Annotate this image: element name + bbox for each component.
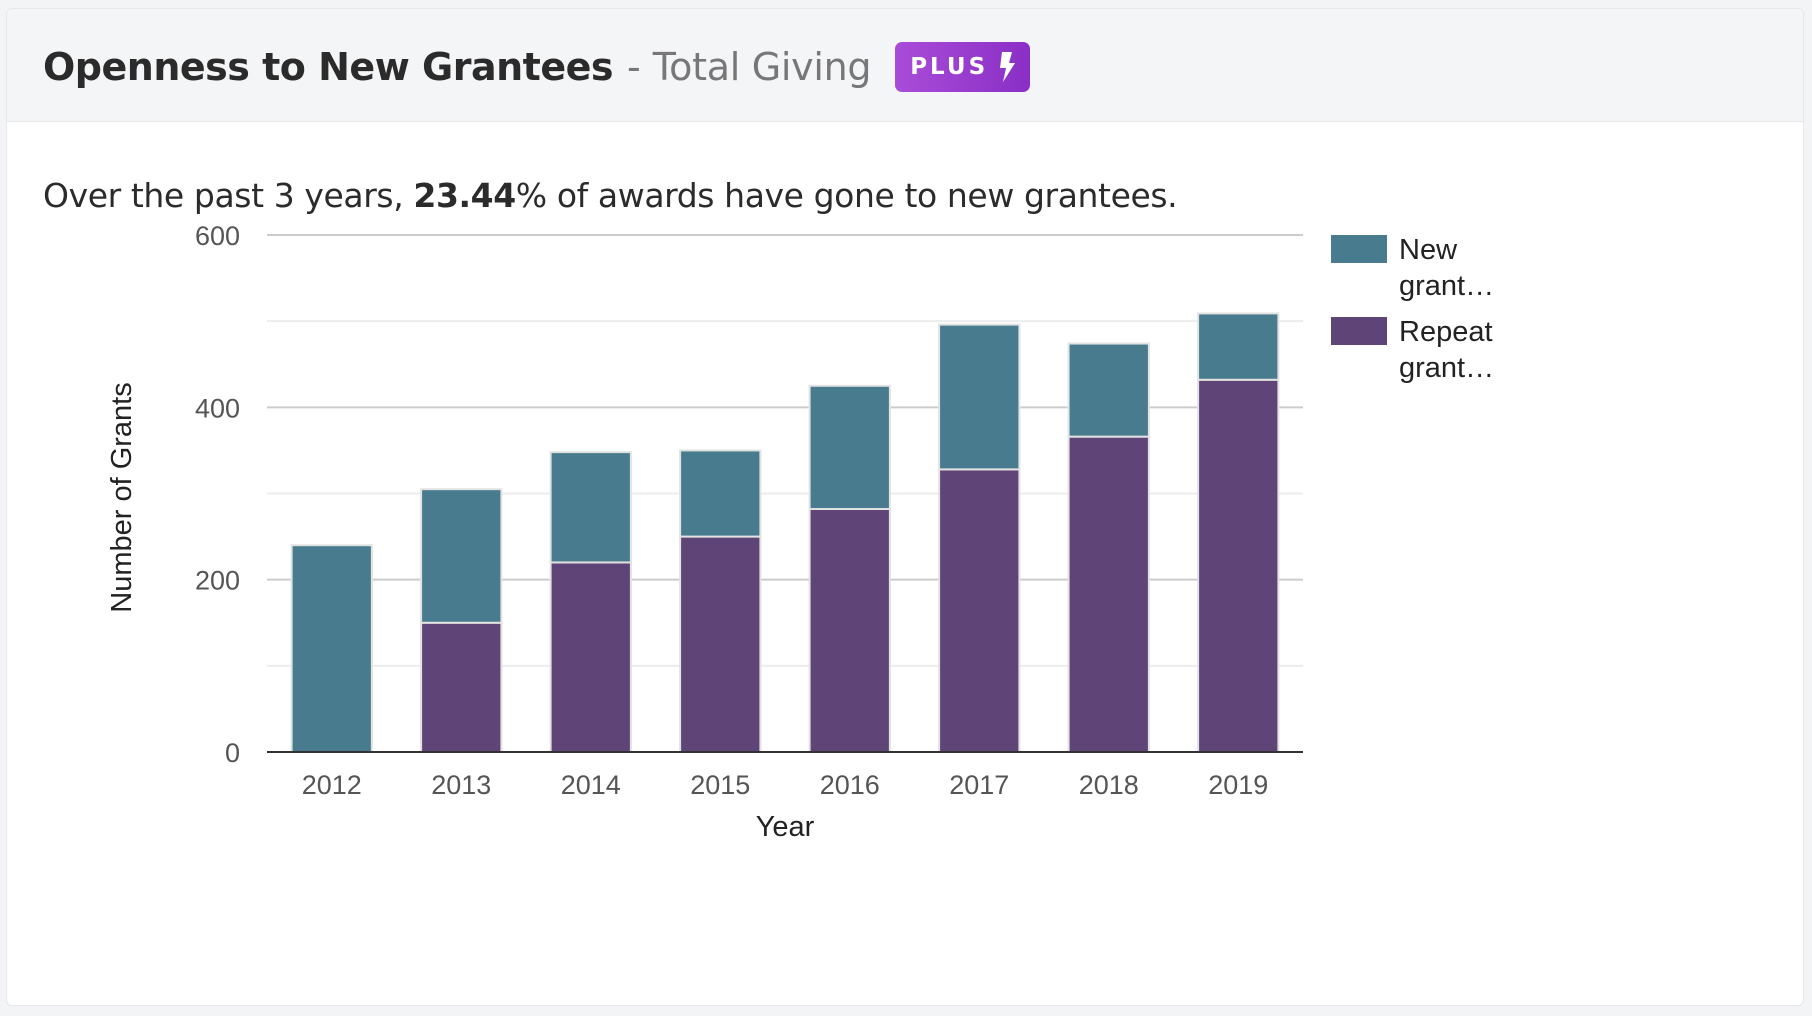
- stacked-bar-chart: 0 200 400 600 Number of Grants 2012 2013 2014 20…: [106, 221, 1494, 843]
- legend-label-line1: New: [1399, 234, 1458, 266]
- bar-repeat-2014: [549, 561, 632, 754]
- bar-new-2017: [938, 323, 1021, 471]
- y-axis-title: Number of Grants: [106, 382, 138, 612]
- x-tick-label: 2018: [1079, 770, 1139, 800]
- legend-swatch: [1331, 317, 1387, 345]
- title-row: Openness to New Grantees - Total Giving …: [43, 39, 1031, 95]
- bar-new-2019: [1197, 312, 1280, 381]
- summary-suffix: % of awards have gone to new grantees.: [515, 176, 1178, 215]
- bar-repeat-2019: [1197, 378, 1280, 753]
- plus-badge[interactable]: PLUS: [895, 42, 1031, 92]
- y-tick-label: 400: [195, 393, 240, 423]
- bar-new-2014: [549, 451, 632, 564]
- x-tick-label: 2015: [690, 770, 750, 800]
- lightning-bolt-icon: [1000, 52, 1016, 82]
- title-separator: -: [627, 45, 641, 89]
- bar-repeat-2017: [938, 468, 1021, 753]
- page-subtitle: Total Giving: [652, 45, 872, 89]
- bar-repeat-2018: [1067, 435, 1150, 753]
- x-tick-label: 2014: [561, 770, 621, 800]
- summary-prefix: Over the past 3 years,: [43, 176, 414, 215]
- legend-label-line2: grant…: [1399, 352, 1494, 384]
- x-tick-label: 2017: [949, 770, 1009, 800]
- bar-new-2016: [808, 384, 891, 511]
- summary-text: Over the past 3 years, 23.44% of awards …: [43, 176, 1178, 215]
- bar-new-2013: [420, 488, 503, 624]
- y-tick-label: 200: [195, 566, 240, 596]
- chart-card: Openness to New Grantees - Total Giving …: [6, 8, 1804, 1006]
- card-header: Openness to New Grantees - Total Giving …: [7, 9, 1803, 122]
- bar-repeat-2016: [808, 508, 891, 754]
- x-tick-label: 2013: [431, 770, 491, 800]
- y-tick-label: 600: [195, 221, 240, 251]
- bar-new-2018: [1067, 342, 1150, 438]
- summary-highlight: 23.44: [413, 176, 516, 215]
- bar-new-2015: [679, 449, 762, 538]
- y-tick-label: 0: [225, 738, 240, 768]
- x-tick-label: 2019: [1208, 770, 1268, 800]
- plus-badge-label: PLUS: [910, 54, 989, 80]
- legend-label-line2: grant…: [1399, 270, 1494, 302]
- x-axis-title: Year: [756, 811, 815, 843]
- x-tick-label: 2016: [820, 770, 880, 800]
- legend-label-line1: Repeat: [1399, 316, 1493, 348]
- bar-repeat-2013: [420, 621, 503, 753]
- bar-new-2012: [290, 544, 373, 754]
- bar-repeat-2015: [679, 535, 762, 753]
- page-title: Openness to New Grantees: [43, 45, 614, 89]
- legend-swatch: [1331, 235, 1387, 263]
- x-tick-label: 2012: [302, 770, 362, 800]
